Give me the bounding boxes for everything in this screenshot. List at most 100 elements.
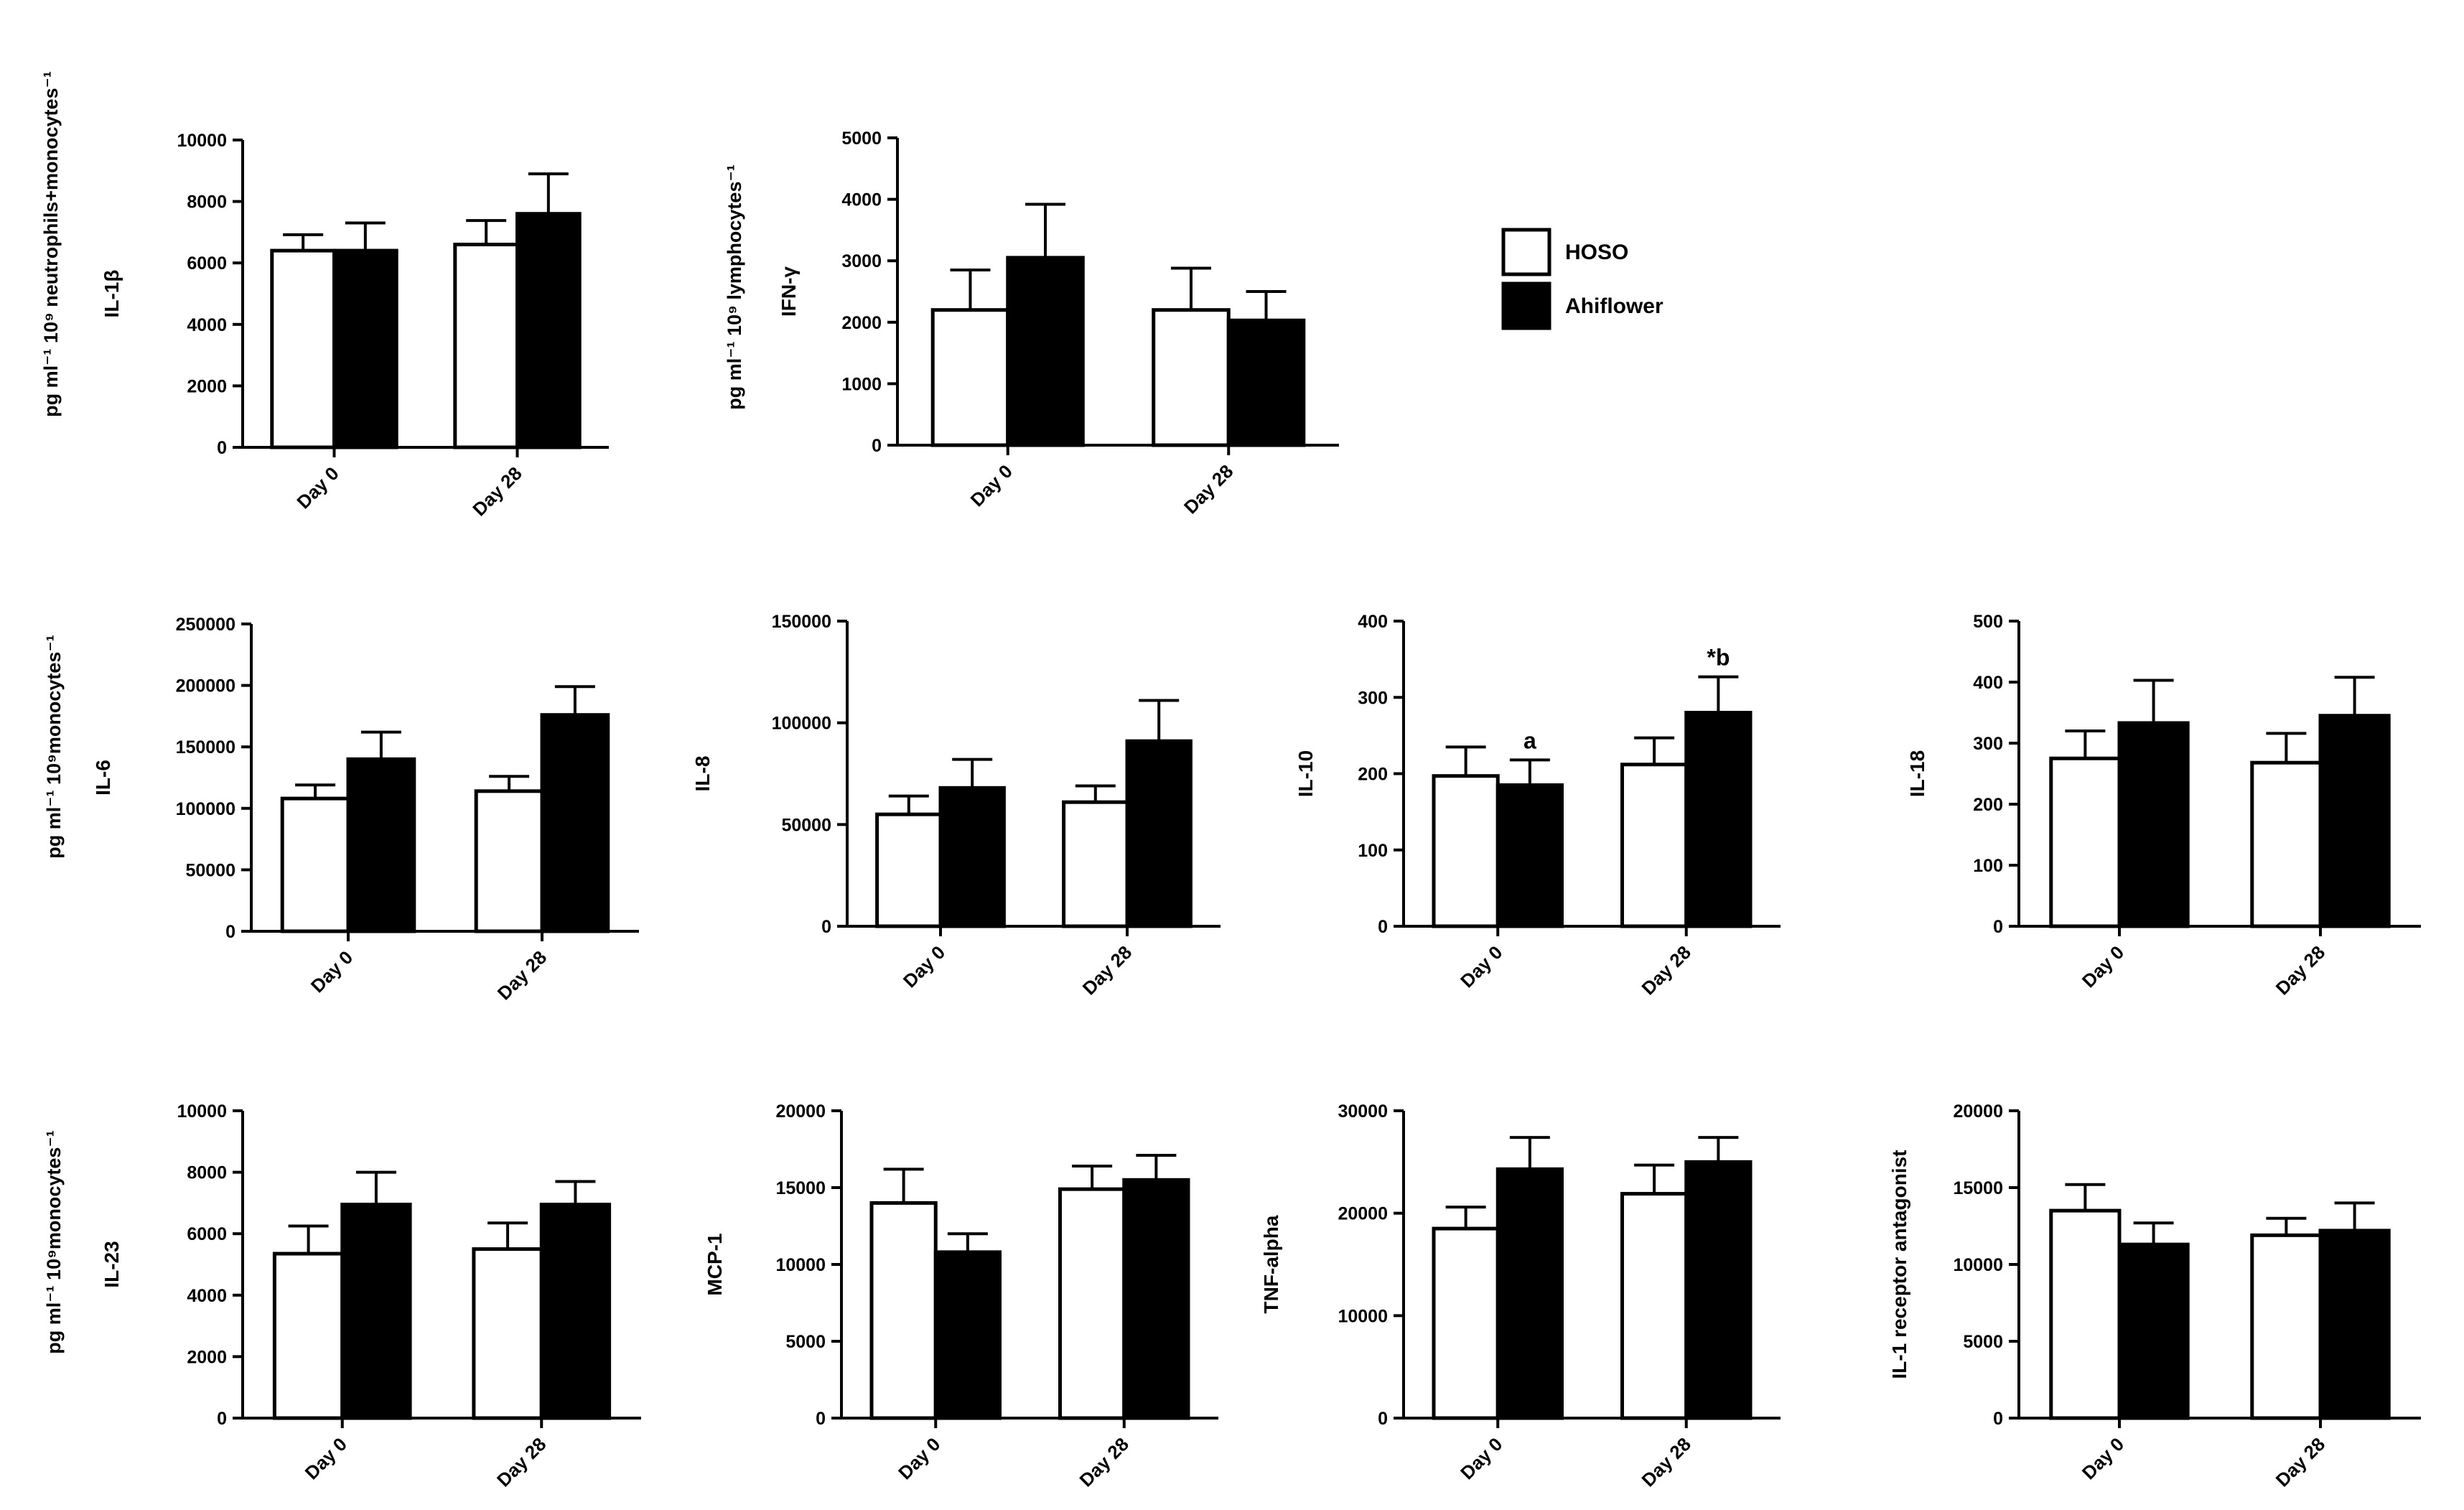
- y-axis-label: IL-23: [101, 1241, 123, 1287]
- x-tick-label: Day 0: [899, 941, 949, 992]
- bar-hoso: [453, 243, 519, 449]
- bar-hoso: [869, 1201, 938, 1420]
- panel-il8: 0 50000 100000 150000 IL-8 Day 0 Day 28: [691, 612, 1221, 999]
- bar-ahiflower: [1684, 1160, 1753, 1420]
- y-tick-label: 150000: [772, 612, 831, 632]
- y-tick-label: 500: [1973, 612, 2003, 632]
- bar-ahiflower: [540, 713, 610, 933]
- panel-il6: 0 50000 100000 150000 200000 250000 IL-6 Day 0 D…: [92, 615, 639, 1005]
- y-tick-label: 2000: [187, 1347, 227, 1367]
- x-tick-label: Day 0: [2078, 1433, 2128, 1483]
- y-tick-label: 300: [1973, 734, 2003, 754]
- y-tick-label: 100000: [176, 799, 235, 819]
- x-tick-label: Day 28: [1180, 460, 1237, 518]
- y-tick-label: 0: [872, 436, 882, 456]
- bar-ahiflower: [1122, 1178, 1190, 1420]
- panel-il1ra: 0 5000 10000 15000 20000 IL-1 receptor antago…: [1888, 1101, 2421, 1491]
- bar-hoso: [474, 789, 544, 933]
- y-tick-label: 15000: [775, 1178, 826, 1198]
- bar-hoso: [1058, 1187, 1126, 1420]
- y-tick-label: 6000: [187, 1224, 227, 1244]
- group-ylabel-row3: pg ml⁻¹ 10⁹monocytes⁻¹: [43, 1130, 65, 1353]
- bar-ahiflower: [1495, 1167, 1564, 1420]
- y-tick-label: 20000: [1953, 1101, 2003, 1122]
- x-tick-label: Day 0: [894, 1433, 944, 1483]
- y-tick-label: 0: [816, 1409, 826, 1429]
- x-tick-label: Day 0: [1456, 941, 1506, 992]
- bar-ahiflower: [2117, 721, 2190, 928]
- x-tick-label: Day 28: [2272, 1433, 2329, 1491]
- y-tick-label: 5000: [1963, 1332, 2003, 1352]
- panel-mcp1: 0 5000 10000 15000 20000 MCP-1 Day 0 Day 28: [704, 1101, 1218, 1491]
- bar-ahiflower: [1006, 256, 1085, 447]
- bar-ahiflower: [1125, 739, 1193, 928]
- bar-hoso: [1062, 800, 1129, 928]
- y-tick-label: 20000: [1338, 1204, 1388, 1224]
- x-tick-label: Day 28: [493, 946, 551, 1004]
- y-tick-label: 150000: [176, 737, 235, 758]
- x-tick-label: Day 28: [1637, 941, 1694, 999]
- y-tick-label: 4000: [187, 315, 227, 335]
- bar-hoso: [2049, 1208, 2122, 1420]
- x-tick-label: Day 0: [966, 460, 1017, 511]
- panel-il1b: 0 2000 4000 6000 8000 10000 IL-1β Day 0 Day 28: [101, 131, 609, 521]
- group-ylabel-row2: pg ml⁻¹ 10⁹monocytes⁻¹: [43, 635, 65, 858]
- bar-ahiflower: [332, 248, 398, 449]
- group-ylabel-row1-left: pg ml⁻¹ 10⁹ neutrophils+monocytes⁻¹: [40, 71, 62, 417]
- x-tick-label: Day 28: [2272, 941, 2329, 999]
- bar-ahiflower: [340, 1203, 412, 1420]
- panel-il18: 0 100 200 300 400 500 IL-18 Day 0 Day 28: [1906, 612, 2421, 999]
- y-tick-label: 200: [1358, 765, 1388, 785]
- panel-il23: 0 2000 4000 6000 8000 10000 IL-23 Day 0 Day 28: [101, 1101, 641, 1491]
- y-axis-label: IL-10: [1294, 750, 1317, 797]
- x-tick-label: Day 0: [307, 946, 357, 997]
- y-tick-label: 2000: [187, 376, 227, 396]
- y-tick-label: 100000: [772, 714, 831, 734]
- x-tick-label: Day 0: [301, 1433, 351, 1483]
- y-axis-label: IL-1β: [101, 270, 123, 318]
- bar-ahiflower: [346, 757, 416, 933]
- significance-annotation: a: [1523, 727, 1536, 753]
- x-tick-label: Day 28: [1075, 1433, 1132, 1491]
- legend-swatch-ahiflower: [1501, 281, 1551, 330]
- y-tick-label: 200: [1973, 795, 2003, 815]
- bar-ahiflower: [2318, 1229, 2391, 1420]
- y-tick-label: 2000: [841, 313, 882, 333]
- y-tick-label: 400: [1973, 673, 2003, 693]
- bar-hoso: [1432, 1226, 1500, 1420]
- bar-hoso: [2250, 1233, 2323, 1420]
- y-tick-label: 100: [1973, 856, 2003, 876]
- y-axis-label: IL-6: [92, 760, 114, 796]
- y-tick-label: 6000: [187, 253, 227, 274]
- y-tick-label: 0: [1378, 1409, 1388, 1429]
- bar-hoso: [270, 248, 336, 449]
- y-tick-label: 0: [1993, 917, 2003, 937]
- y-axis-label: IL-18: [1906, 750, 1928, 797]
- legend-swatch-hoso: [1501, 228, 1551, 276]
- bar-hoso: [472, 1247, 543, 1420]
- y-tick-label: 0: [821, 917, 831, 937]
- y-tick-label: 4000: [187, 1286, 227, 1306]
- y-tick-label: 300: [1358, 688, 1388, 708]
- y-tick-label: 15000: [1953, 1178, 2003, 1198]
- panel-ifng: 0 1000 2000 3000 4000 5000 IFN-γ Day 0 Day 28: [778, 129, 1339, 518]
- x-tick-label: Day 28: [1078, 941, 1136, 999]
- y-axis-label: IL-1 receptor antagonist: [1888, 1150, 1910, 1379]
- y-tick-label: 10000: [1338, 1306, 1388, 1326]
- x-tick-label: Day 28: [468, 462, 526, 520]
- y-tick-label: 3000: [841, 251, 882, 271]
- bar-ahiflower: [539, 1203, 612, 1420]
- bar-ahiflower: [1226, 318, 1306, 447]
- bar-ahiflower: [2117, 1242, 2190, 1420]
- y-tick-label: 250000: [176, 615, 235, 635]
- bar-hoso: [930, 308, 1010, 447]
- bar-ahiflower: [515, 212, 582, 449]
- y-tick-label: 200000: [176, 676, 235, 696]
- bar-ahiflower: [933, 1250, 1002, 1420]
- y-tick-label: 50000: [185, 860, 235, 880]
- y-axis-label: IFN-γ: [778, 266, 800, 317]
- bar-hoso: [875, 812, 943, 928]
- bar-ahiflower: [1495, 783, 1564, 928]
- y-tick-label: 0: [1378, 917, 1388, 937]
